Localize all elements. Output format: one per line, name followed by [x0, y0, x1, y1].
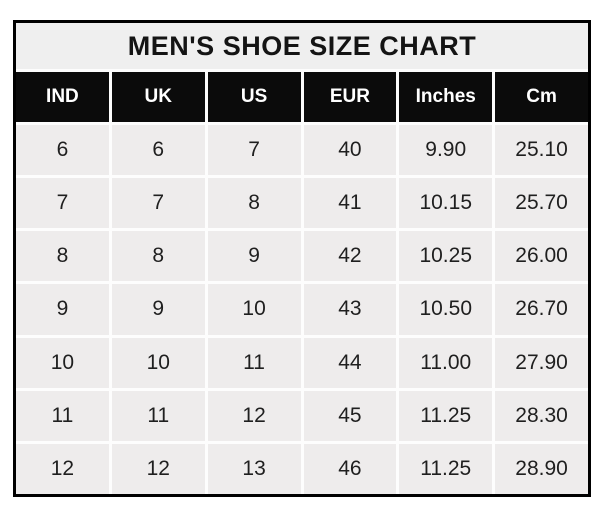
table-cell: 11.25 [399, 390, 493, 441]
table-cell: 12 [16, 443, 109, 494]
table-cell: 10.25 [399, 231, 493, 282]
table-cell: 9 [16, 284, 109, 335]
table-cell: 6 [111, 125, 205, 176]
table-cell: 6 [16, 125, 109, 176]
table-cell: 8 [16, 231, 109, 282]
table-cell: 26.70 [495, 284, 588, 335]
table-cell: 8 [207, 178, 301, 229]
column-header-cm: Cm [495, 72, 588, 122]
table-cell: 12 [111, 443, 205, 494]
table-cell: 11 [111, 390, 205, 441]
table-cell: 10 [16, 337, 109, 388]
shoe-size-chart-table: MEN'S SHOE SIZE CHART IND UK US EUR Inch… [13, 20, 591, 497]
table-cell: 11 [16, 390, 109, 441]
table-cell: 40 [303, 125, 397, 176]
chart-title: MEN'S SHOE SIZE CHART [16, 23, 588, 69]
table-cell: 28.90 [495, 443, 588, 494]
table-cell: 13 [207, 443, 301, 494]
table-cell: 25.70 [495, 178, 588, 229]
table-cell: 44 [303, 337, 397, 388]
column-header-us: US [207, 72, 301, 122]
table-cell: 11.00 [399, 337, 493, 388]
table-cell: 11 [207, 337, 301, 388]
table-cell: 8 [111, 231, 205, 282]
table-cell: 10.15 [399, 178, 493, 229]
table-cell: 27.90 [495, 337, 588, 388]
table-cell: 41 [303, 178, 397, 229]
table-cell: 26.00 [495, 231, 588, 282]
table-cell: 9.90 [399, 125, 493, 176]
column-header-ind: IND [16, 72, 109, 122]
table-cell: 11.25 [399, 443, 493, 494]
table-cell: 7 [207, 125, 301, 176]
column-header-inches: Inches [399, 72, 493, 122]
table-cell: 7 [16, 178, 109, 229]
table-cell: 25.10 [495, 125, 588, 176]
table-cell: 9 [207, 231, 301, 282]
column-header-eur: EUR [303, 72, 397, 122]
table-cell: 43 [303, 284, 397, 335]
table-cell: 12 [207, 390, 301, 441]
column-header-uk: UK [111, 72, 205, 122]
table-cell: 9 [111, 284, 205, 335]
table-cell: 46 [303, 443, 397, 494]
table-cell: 45 [303, 390, 397, 441]
table-cell: 10 [207, 284, 301, 335]
table-cell: 28.30 [495, 390, 588, 441]
table-cell: 42 [303, 231, 397, 282]
table-cell: 10 [111, 337, 205, 388]
table-cell: 7 [111, 178, 205, 229]
table-cell: 10.50 [399, 284, 493, 335]
